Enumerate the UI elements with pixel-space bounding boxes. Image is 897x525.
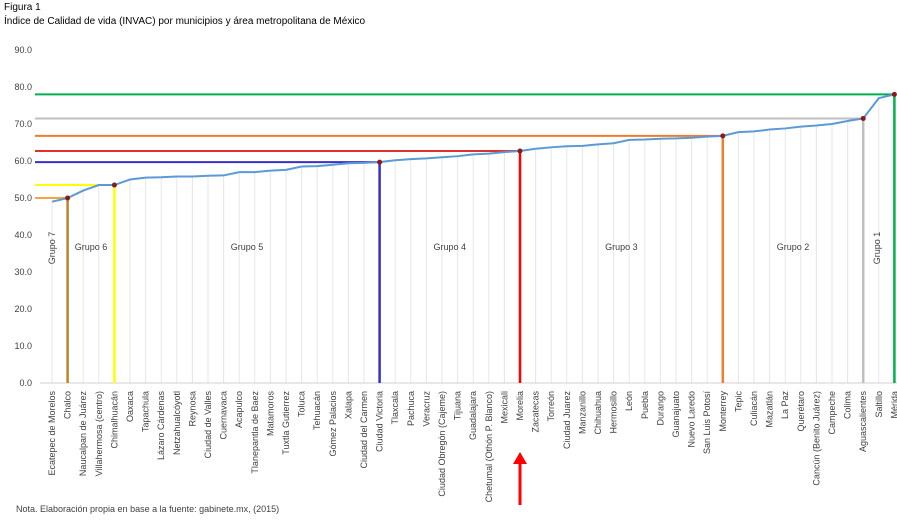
x-tick-label: Querétaro	[796, 391, 806, 432]
x-tick-label: Mazatlán	[765, 391, 775, 428]
x-tick-label: Zacatecas	[531, 391, 541, 433]
group-label: Grupo 7	[47, 232, 57, 265]
x-tick-label: Villahermosa (centro)	[94, 391, 104, 476]
x-tick-label: Guanajuato	[671, 391, 681, 438]
x-tick-label: Campeche	[827, 391, 837, 435]
x-tick-label: Aguascalientes	[858, 391, 868, 453]
y-tick-label: 20.0	[14, 304, 32, 314]
y-tick-label: 80.0	[14, 82, 32, 92]
x-tick-label: Chimalhuacán	[109, 391, 119, 449]
x-tick-label: Matamoros	[265, 391, 275, 437]
group-point	[720, 133, 726, 139]
x-tick-label: Tehuacán	[312, 391, 322, 430]
y-tick-label: 30.0	[14, 267, 32, 277]
x-tick-label: Saltillo	[874, 391, 884, 418]
x-tick-label: Tlaxcala	[390, 391, 400, 425]
x-tick-label: Chetumal (Othón P. Blanco)	[484, 391, 494, 502]
group-point	[517, 148, 523, 154]
x-tick-label: Veracruz	[421, 391, 431, 427]
y-tick-label: 10.0	[14, 341, 32, 351]
x-tick-label: Ciudad Obregón (Cajeme)	[437, 391, 447, 497]
x-tick-label: Xalapa	[343, 391, 353, 419]
x-tick-label: Ciudad del Carmen	[359, 391, 369, 469]
y-tick-label: 50.0	[14, 193, 32, 203]
group-label: Grupo 1	[872, 232, 882, 265]
group-label: Grupo 5	[231, 242, 264, 252]
y-tick-label: 0.0	[19, 378, 32, 388]
x-tick-label: Tijuana	[453, 391, 463, 420]
group-label: Grupo 6	[75, 242, 108, 252]
y-tick-label: 40.0	[14, 230, 32, 240]
x-tick-label: Naucalpan de Juárez	[78, 391, 88, 477]
x-tick-label: León	[624, 391, 634, 411]
x-tick-label: Gómez Palacios	[328, 391, 338, 457]
y-tick-label: 60.0	[14, 156, 32, 166]
arrow	[513, 452, 527, 505]
x-tick-label: Durango	[655, 391, 665, 426]
note: Nota. Elaboración propia en base a la fu…	[16, 504, 279, 514]
y-tick-label: 70.0	[14, 119, 32, 129]
group-point	[860, 115, 866, 121]
x-tick-label: Manzanillo	[577, 391, 587, 434]
x-tick-label: Tapachula	[141, 391, 151, 432]
x-tick-label: Guadalajara	[468, 391, 478, 440]
data-line	[51, 93, 895, 203]
x-tick-label: Morelia	[515, 391, 525, 421]
x-tick-label: San Luis Potosí	[702, 391, 712, 455]
x-tick-label: Cancún (Benito Juárez)	[811, 391, 821, 486]
x-tick-label: Pachuca	[406, 391, 416, 426]
x-tick-label: Puebla	[640, 391, 650, 419]
x-tick-label: Oaxaca	[125, 391, 135, 422]
x-tick-label: Mexicali	[499, 391, 509, 424]
x-tick-label: Chihuahua	[593, 391, 603, 435]
x-tick-label: Hermosillo	[609, 391, 619, 434]
x-tick-label: Ciudad Victoria	[375, 391, 385, 452]
x-tick-label: Toluca	[297, 391, 307, 417]
x-tick-label: La Paz	[780, 391, 790, 420]
group-point	[111, 182, 117, 188]
x-tick-label: Colima	[843, 391, 853, 419]
y-tick-label: 90.0	[14, 45, 32, 55]
x-tick-label: Chalco	[63, 391, 73, 419]
x-tick-label: Cuernavaca	[219, 391, 229, 440]
group-label: Grupo 2	[777, 242, 810, 252]
x-tick-label: Acapulco	[234, 391, 244, 428]
group-point	[891, 91, 897, 97]
x-tick-label: Reynosa	[187, 391, 197, 427]
x-tick-label: Ecatepec de Morelos	[47, 391, 57, 476]
x-tick-label: Tuxtla Gutierrez	[281, 391, 291, 455]
x-tick-label: Netzahualcóyotl	[172, 391, 182, 455]
x-tick-label: Mérida	[889, 391, 897, 419]
x-tick-label: Ciudad Juarez	[562, 391, 572, 450]
group-point	[65, 195, 71, 201]
figure-label: Figura 1	[4, 2, 41, 13]
x-tick-label: Torreón	[546, 391, 556, 422]
x-tick-label: Ciudad de Valles	[203, 391, 213, 459]
group-label: Grupo 4	[434, 242, 467, 252]
chart-title: Índice de Calidad de vida (INVAC) por mu…	[4, 14, 366, 27]
x-tick-label: Tlanepantla de Baez	[250, 391, 260, 474]
group-label: Grupo 3	[605, 242, 638, 252]
x-tick-label: Tepic	[733, 391, 743, 413]
x-tick-label: Nuevo Laredo	[687, 391, 697, 448]
group-point	[377, 159, 383, 165]
x-tick-label: Culiacán	[749, 391, 759, 426]
x-tick-label: Lázaro Cárdenas	[156, 391, 166, 461]
x-tick-label: Monterrey	[718, 391, 728, 432]
